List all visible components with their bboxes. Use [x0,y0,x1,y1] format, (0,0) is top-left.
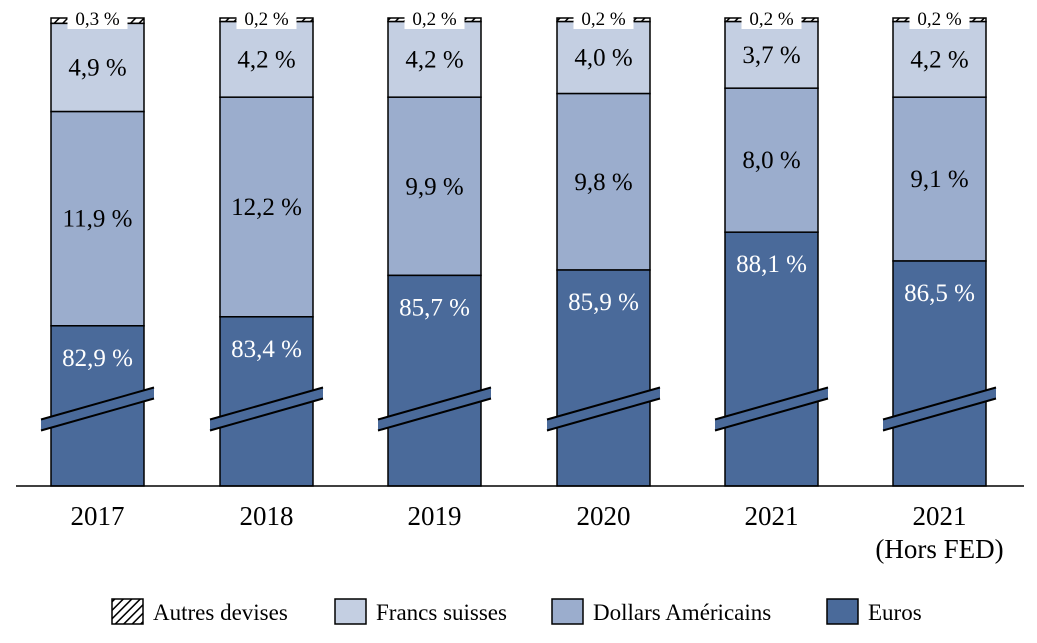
x-tick-label-2019: 2019 [408,501,462,531]
label-background-2017 [67,9,128,29]
bar-segment-dollars-américains-2021 [724,87,819,233]
bar-segment-euros-2020 [556,269,651,487]
axis-break-fill-2021 [715,387,828,431]
axis-break-line-1-2020 [546,386,661,421]
axis-break-line-1-2019 [377,386,492,421]
x-tick-label-2018: 2018 [240,501,294,531]
label-background-2021 [741,9,802,29]
x-tick-label-2017: 2017 [71,501,125,531]
label-background-2019 [404,9,465,29]
axis-break-fill-2019 [378,387,491,431]
legend-label-francs-suisses: Francs suisses [376,600,507,625]
bars-group [50,17,987,487]
label-background-2021-hors-fed [909,9,970,29]
data-label-euros-2021: 88,1 % [736,251,807,278]
data-label-francs-suisses-2017: 4,9 % [68,55,126,82]
legend-swatch-dollars-américains [551,598,584,625]
bar-segment-euros-2019 [387,274,482,487]
data-label-euros-2017: 82,9 % [62,345,133,372]
data-label-dollars-américains-2018: 12,2 % [231,194,302,221]
bar-segment-dollars-américains-2019 [387,96,482,277]
legend-label-autres-devises: Autres devises [153,600,288,625]
data-label-euros-2021-hors-fed: 86,5 % [904,280,975,307]
legend-label-euros: Euros [868,600,922,625]
axis-break-fill-2017 [41,387,154,431]
data-label-francs-suisses-2018: 4,2 % [237,46,295,73]
data-label-autres-devises-2019: 0,2 % [412,9,457,30]
axis-break-line-2-2021-hors-fed [882,397,997,432]
data-label-dollars-américains-2021-hors-fed: 9,1 % [910,166,968,193]
axis-break-line-1-2017 [40,386,155,421]
bar-segment-francs-suisses-2017 [50,22,145,113]
axis-break-fill-2021-hors-fed [883,387,996,431]
data-label-francs-suisses-2021: 3,7 % [742,42,800,69]
data-label-euros-2018: 83,4 % [231,336,302,363]
data-label-dollars-américains-2019: 9,9 % [405,173,463,200]
data-label-autres-devises-2018: 0,2 % [244,9,289,30]
legend-swatch-euros [826,598,859,625]
bar-segment-francs-suisses-2020 [556,20,651,95]
legend-label-dollars-américains: Dollars Américains [593,600,771,625]
bar-segment-francs-suisses-2021-hors-fed [892,20,987,98]
axis-break-fill-2020 [547,387,660,431]
label-background-2020 [573,9,634,29]
x-tick-label-2020: 2020 [577,501,631,531]
bar-segment-francs-suisses-2019 [387,20,482,98]
label-background-2018 [236,9,297,29]
data-label-autres-devises-2017: 0,3 % [75,9,120,30]
data-label-dollars-américains-2020: 9,8 % [574,169,632,196]
x-tick-labels-group: 2017 2018 2019 2020 2021 2021 (Hors FED) [71,501,1004,564]
axis-break-fill-2018 [210,387,323,431]
axis-break-line-1-2021 [714,386,829,421]
legend-swatch-autres-devises [111,598,144,625]
bar-segment-euros-2021-hors-fed [892,260,987,487]
axis-break-line-2-2020 [546,397,661,432]
axis-break-line-1-2021-hors-fed [882,386,997,421]
bar-segment-dollars-américains-2018 [219,96,314,318]
bar-segment-dollars-américains-2020 [556,92,651,271]
axis-break-line-2-2018 [209,397,324,432]
axis-break-line-2-2021 [714,397,829,432]
data-label-francs-suisses-2020: 4,0 % [574,45,632,72]
legend: Autres devises Francs suisses Dollars Amér… [111,598,922,625]
x-tick-label-2021: 2021 [745,501,799,531]
data-label-francs-suisses-2021-hors-fed: 4,2 % [910,46,968,73]
axis-breaks-group [40,386,997,432]
data-label-dollars-américains-2017: 11,9 % [63,206,133,233]
axis-break-line-1-2018 [209,386,324,421]
data-label-autres-devises-2021: 0,2 % [749,9,794,30]
legend-swatch-francs-suisses [334,598,367,625]
data-label-dollars-américains-2021: 8,0 % [742,147,800,174]
data-label-francs-suisses-2019: 4,2 % [405,46,463,73]
axis-break-line-2-2019 [377,397,492,432]
data-label-autres-devises-2020: 0,2 % [581,9,626,30]
x-tick-label-2021-hors-fed: 2021 (Hors FED) [875,501,1003,564]
data-label-autres-devises-2021-hors-fed: 0,2 % [917,9,962,30]
bar-segment-euros-2021 [724,231,819,487]
data-label-euros-2019: 85,7 % [399,294,470,321]
axis-break-line-2-2017 [40,397,155,432]
data-label-euros-2020: 85,9 % [568,289,639,316]
data-labels-group: 0,3 % 4,9 % 11,9 % 82,9 % 0,2 % 4,2 % 12,2 % 83… [62,9,975,372]
